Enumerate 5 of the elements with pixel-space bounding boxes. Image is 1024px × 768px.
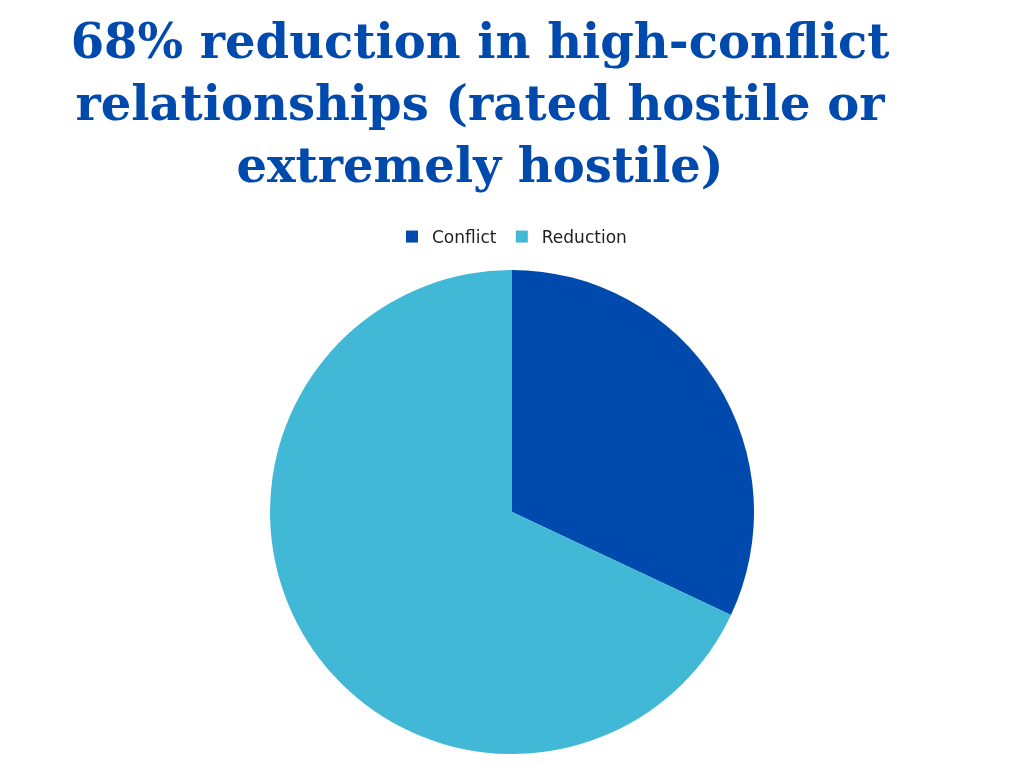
pie-slice xyxy=(270,270,731,754)
chart-title: 68% reduction in high-conflict relationships (rated hostile or extremely hostile) xyxy=(70,12,890,194)
legend-label: Conflict xyxy=(432,227,497,248)
legend-label: Reduction xyxy=(541,227,627,248)
pie-slice xyxy=(512,270,754,616)
